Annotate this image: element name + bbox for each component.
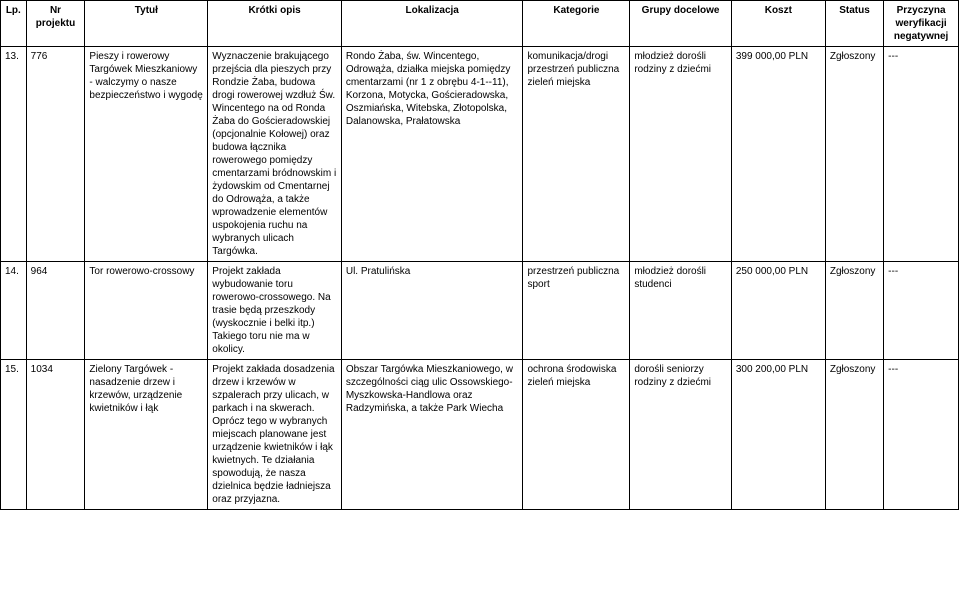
header-lokalizacja: Lokalizacja <box>341 1 523 47</box>
projects-table: Lp. Nr projektu Tytuł Krótki opis Lokali… <box>0 0 959 510</box>
cell-koszt: 250 000,00 PLN <box>731 262 825 360</box>
header-status: Status <box>825 1 883 47</box>
header-row: Lp. Nr projektu Tytuł Krótki opis Lokali… <box>1 1 959 47</box>
cell-koszt: 399 000,00 PLN <box>731 47 825 262</box>
cell-tytul: Tor rowerowo-crossowy <box>85 262 208 360</box>
cell-status: Zgłoszony <box>825 47 883 262</box>
cell-lokalizacja: Rondo Żaba, św. Wincentego, Odrowąża, dz… <box>341 47 523 262</box>
header-opis: Krótki opis <box>208 1 342 47</box>
cell-status: Zgłoszony <box>825 360 883 510</box>
cell-grupy: młodzież dorośli studenci <box>630 262 732 360</box>
cell-kategorie: komunikacja/drogi przestrzeń publiczna z… <box>523 47 630 262</box>
cell-lokalizacja: Obszar Targówka Mieszkaniowego, w szczeg… <box>341 360 523 510</box>
cell-grupy: dorośli seniorzy rodziny z dziećmi <box>630 360 732 510</box>
header-lp: Lp. <box>1 1 27 47</box>
cell-przyczyna: --- <box>884 47 959 262</box>
header-kategorie: Kategorie <box>523 1 630 47</box>
cell-nr: 1034 <box>26 360 85 510</box>
cell-kategorie: ochrona środowiska zieleń miejska <box>523 360 630 510</box>
cell-status: Zgłoszony <box>825 262 883 360</box>
table-row: 14. 964 Tor rowerowo-crossowy Projekt za… <box>1 262 959 360</box>
cell-nr: 964 <box>26 262 85 360</box>
cell-opis: Projekt zakłada dosadzenia drzew i krzew… <box>208 360 342 510</box>
header-tytul: Tytuł <box>85 1 208 47</box>
cell-grupy: młodzież dorośli rodziny z dziećmi <box>630 47 732 262</box>
cell-przyczyna: --- <box>884 262 959 360</box>
cell-opis: Wyznaczenie brakującego przejścia dla pi… <box>208 47 342 262</box>
cell-kategorie: przestrzeń publiczna sport <box>523 262 630 360</box>
cell-lp: 13. <box>1 47 27 262</box>
cell-koszt: 300 200,00 PLN <box>731 360 825 510</box>
cell-nr: 776 <box>26 47 85 262</box>
header-koszt: Koszt <box>731 1 825 47</box>
cell-tytul: Pieszy i rowerowy Targówek Mieszkaniowy … <box>85 47 208 262</box>
header-nr: Nr projektu <box>26 1 85 47</box>
cell-lokalizacja: Ul. Pratulińska <box>341 262 523 360</box>
table-row: 15. 1034 Zielony Targówek - nasadzenie d… <box>1 360 959 510</box>
cell-opis: Projekt zakłada wybudowanie toru rowerow… <box>208 262 342 360</box>
cell-przyczyna: --- <box>884 360 959 510</box>
cell-lp: 14. <box>1 262 27 360</box>
table-row: 13. 776 Pieszy i rowerowy Targówek Miesz… <box>1 47 959 262</box>
header-grupy: Grupy docelowe <box>630 1 732 47</box>
cell-tytul: Zielony Targówek - nasadzenie drzew i kr… <box>85 360 208 510</box>
cell-lp: 15. <box>1 360 27 510</box>
header-przyczyna: Przyczyna weryfikacji negatywnej <box>884 1 959 47</box>
